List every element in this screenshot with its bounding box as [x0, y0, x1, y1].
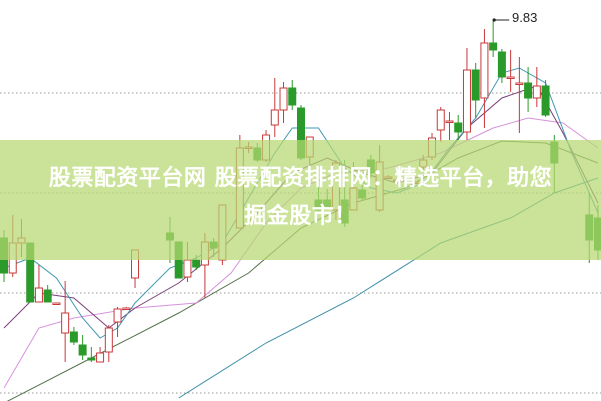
- candle-body: [279, 87, 288, 111]
- candle-body: [270, 109, 279, 126]
- candle-body: [122, 307, 131, 310]
- candle-body: [34, 287, 43, 303]
- candle-body: [515, 82, 524, 85]
- banner-overlay: [0, 140, 601, 260]
- high-annotation-arrow: [492, 18, 496, 22]
- candle-body: [497, 51, 506, 78]
- candle-body: [183, 259, 192, 278]
- candle-body: [52, 302, 61, 305]
- candle-body: [436, 109, 445, 131]
- candle-body: [506, 76, 515, 79]
- candle-body: [61, 312, 70, 334]
- candle-body: [532, 85, 541, 99]
- candle-body: [445, 120, 454, 123]
- candle-body: [541, 85, 550, 116]
- candle-body: [288, 87, 297, 106]
- banner-line-1: 股票配资平台网 股票配资排排网：精选平台，助您: [48, 166, 553, 191]
- high-price-label: 9.83: [512, 10, 538, 25]
- candle-body: [104, 327, 113, 353]
- candle-body: [462, 69, 471, 133]
- candle-body: [87, 357, 96, 361]
- candle-body: [192, 259, 201, 268]
- banner-text: 股票配资平台网 股票配资排排网：精选平台，助您 掘金股市！: [0, 160, 601, 236]
- candle-body: [113, 308, 122, 323]
- candle-body: [480, 42, 489, 99]
- candle-body: [471, 69, 480, 101]
- candle-body: [78, 344, 87, 356]
- candle-body: [489, 42, 498, 51]
- candle-body: [454, 122, 463, 133]
- candle-body: [69, 331, 78, 343]
- candle-body: [96, 352, 105, 363]
- candle-body: [43, 289, 52, 303]
- candle-body: [524, 82, 533, 99]
- banner-line-2: 掘金股市！: [244, 204, 357, 229]
